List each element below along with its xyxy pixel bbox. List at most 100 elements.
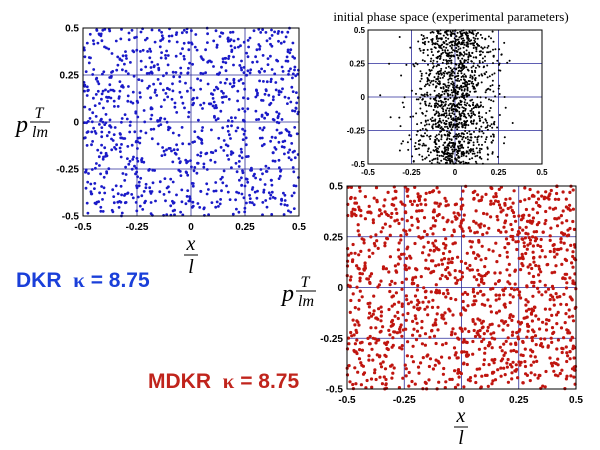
mdkr-data-point [358, 185, 362, 189]
mdkr-data-point [384, 267, 388, 271]
dkr-data-point [289, 210, 293, 214]
initial-data-point [445, 138, 448, 141]
mdkr-data-point [499, 366, 503, 370]
initial-data-point [490, 141, 493, 144]
initial-data-point [460, 144, 463, 147]
mdkr-data-point [443, 311, 447, 315]
mdkr-data-point [362, 267, 366, 271]
dkr-data-point [179, 71, 183, 75]
mdkr-data-point [431, 298, 435, 302]
mdkr-data-point [372, 309, 376, 313]
dkr-data-point [243, 210, 247, 214]
mdkr-data-point [509, 222, 513, 227]
dkr-data-point [210, 60, 213, 64]
mdkr-data-point [483, 351, 487, 355]
initial-data-point [453, 49, 456, 52]
mdkr-data-point [530, 266, 534, 271]
dkr-data-point [135, 170, 139, 174]
initial-data-point [464, 81, 467, 83]
dkr-data-point [109, 88, 113, 92]
initial-data-point [417, 98, 420, 101]
dkr-data-point [266, 63, 270, 66]
initial-data-point [476, 138, 479, 141]
dkr-data-point [239, 78, 243, 81]
initial-data-point [447, 149, 450, 151]
initial-data-point [468, 114, 471, 117]
initial-data-point [487, 45, 490, 47]
initial-data-point [400, 74, 403, 77]
dkr-data-point [190, 41, 193, 45]
dkr-data-point [236, 126, 240, 130]
initial-data-point [425, 123, 428, 126]
initial-data-point [462, 92, 464, 95]
initial-data-point [417, 40, 420, 43]
dkr-data-point [207, 188, 210, 191]
dkr-data-point [150, 60, 154, 64]
initial-data-point [398, 36, 401, 38]
initial-data-point [455, 148, 458, 151]
initial-data-point [471, 98, 474, 101]
initial-data-point [406, 141, 409, 144]
initial-data-point [437, 44, 440, 47]
initial-data-point [450, 109, 453, 112]
initial-data-point [400, 142, 403, 145]
mdkr-data-point [504, 320, 508, 324]
initial-data-point [452, 70, 455, 73]
mdkr-data-point [451, 242, 455, 246]
dkr-data-point [163, 98, 166, 102]
dkr-data-point [240, 156, 244, 160]
mdkr-data-point [406, 340, 410, 344]
mdkr-data-point [410, 282, 414, 286]
dkr-data-point [184, 81, 187, 85]
dkr-data-point [91, 111, 95, 115]
mdkr-data-point [400, 344, 404, 348]
mdkr-data-point [538, 327, 542, 331]
mdkr-data-point [367, 305, 371, 309]
mdkr-data-point [498, 253, 502, 258]
mdkr-data-point [516, 240, 520, 244]
initial-data-point [431, 159, 434, 162]
initial-data-point [415, 148, 418, 150]
dkr-data-point [115, 68, 119, 72]
initial-data-point [494, 95, 497, 98]
mdkr-data-point [475, 278, 479, 282]
dkr-data-point [291, 76, 294, 80]
dkr-data-point [259, 31, 263, 34]
mdkr-data-point [467, 329, 471, 334]
mdkr-data-point [388, 289, 392, 294]
dkr-data-point [286, 59, 290, 63]
dkr-data-point [110, 148, 114, 152]
dkr-data-point [130, 167, 134, 171]
initial-data-point [454, 142, 457, 145]
dkr-data-point [144, 186, 148, 190]
initial-data-point [503, 136, 506, 139]
mdkr-data-point [489, 310, 493, 314]
dkr-data-point [139, 176, 143, 180]
mdkr-x-axis-label: x l [454, 405, 468, 449]
initial-data-point [508, 59, 511, 62]
mdkr-data-point [471, 319, 475, 323]
mdkr-data-point [400, 217, 404, 221]
dkr-data-point [145, 36, 149, 40]
mdkr-data-point [524, 298, 528, 302]
dkr-data-point [142, 190, 146, 193]
initial-data-point [457, 160, 460, 163]
dkr-data-point [84, 168, 88, 172]
initial-data-point [462, 136, 465, 139]
initial-data-point [471, 152, 474, 155]
mdkr-data-point [395, 270, 399, 274]
mdkr-data-point [459, 207, 463, 211]
mdkr-data-point [398, 330, 402, 334]
mdkr-data-point [559, 237, 563, 241]
mdkr-data-point [379, 362, 383, 366]
dkr-data-point [201, 72, 205, 75]
mdkr-data-point [450, 377, 454, 381]
dkr-data-point [292, 207, 296, 211]
initial-data-point [492, 100, 495, 103]
mdkr-data-point [479, 258, 483, 262]
mdkr-data-point [497, 309, 501, 313]
initial-data-point [468, 83, 471, 86]
initial-data-point [483, 72, 486, 75]
mdkr-data-point [572, 243, 577, 247]
dkr-data-point [237, 45, 240, 49]
